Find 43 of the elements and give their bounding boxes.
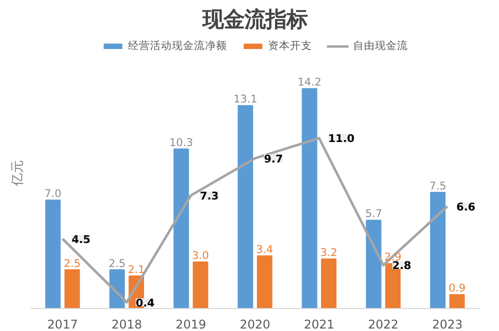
- bar: [321, 258, 336, 308]
- bar: [256, 255, 272, 308]
- data-label: 9.7: [264, 152, 283, 166]
- data-label: 4.5: [72, 232, 90, 246]
- data-label: 7.5: [429, 179, 446, 192]
- legend-label: 经营活动现金流净额: [128, 39, 227, 53]
- data-label: 0.9: [448, 282, 466, 295]
- data-label: 3.2: [320, 246, 338, 259]
- data-label: 11.0: [328, 132, 354, 146]
- bar: [449, 294, 465, 308]
- x-tick-label: 2018: [111, 318, 142, 331]
- bar: [238, 105, 254, 308]
- data-label: 5.7: [365, 207, 382, 220]
- bar: [64, 269, 80, 308]
- x-tick-label: 2023: [432, 318, 463, 331]
- data-label: 0.4: [136, 296, 155, 310]
- x-tick-label: 2020: [240, 318, 270, 331]
- x-tick-label: 2019: [176, 318, 206, 331]
- x-tick-label: 2017: [47, 318, 78, 331]
- bar: [302, 88, 318, 308]
- x-tick-label: 2021: [304, 318, 334, 331]
- bar: [109, 269, 125, 308]
- data-label: 6.6: [456, 200, 476, 214]
- data-label: 3.4: [256, 242, 274, 256]
- bar: [366, 220, 382, 308]
- y-axis-title: 亿元: [10, 160, 26, 187]
- data-label: 13.1: [234, 92, 258, 106]
- data-label: 10.3: [169, 136, 194, 149]
- bar: [174, 148, 189, 308]
- data-label: 2.5: [64, 256, 81, 270]
- data-label: 2.1: [128, 262, 145, 276]
- data-label: 7.0: [44, 187, 62, 200]
- data-label: 3.0: [192, 249, 210, 262]
- bar: [45, 200, 61, 308]
- data-label: 2.5: [108, 256, 126, 270]
- x-tick-label: 2022: [368, 318, 399, 331]
- legend-label: 资本开支: [268, 39, 312, 53]
- data-label: 7.3: [200, 189, 219, 202]
- data-label: 14.2: [298, 76, 322, 89]
- chart-title: 现金流指标: [202, 8, 308, 32]
- bar: [192, 262, 208, 308]
- legend-label: 自由现金流: [353, 39, 408, 53]
- bar: [430, 192, 446, 308]
